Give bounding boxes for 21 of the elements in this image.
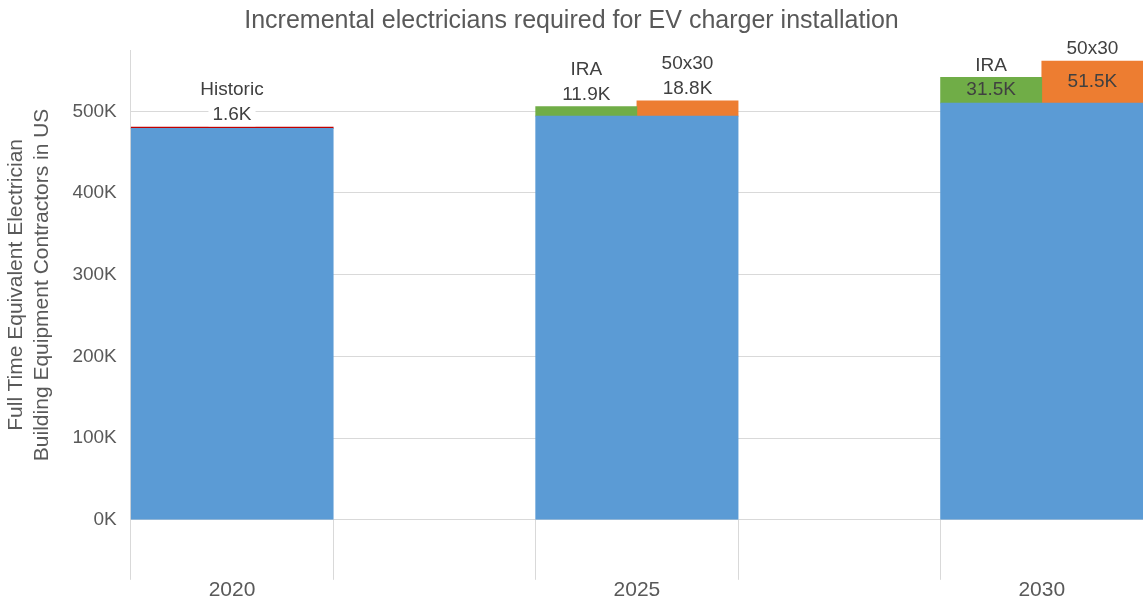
data-label: 11.9K	[562, 82, 611, 104]
series-label: IRA	[975, 53, 1008, 75]
series-label: Historic	[200, 78, 264, 100]
data-label: 31.5K	[966, 78, 1017, 100]
y-tick-label: 400K	[72, 181, 118, 203]
x-tick-label: 2025	[613, 577, 661, 601]
text: IRA	[570, 57, 603, 79]
data-label: 18.8K	[662, 77, 713, 99]
y-tick-label: 300K	[72, 262, 118, 284]
data-label: 51.5K	[1067, 70, 1118, 92]
text: 50x30	[661, 52, 714, 74]
y-axis-title: Full Time Equivalent Electrician Building Equipment Contractors in US	[3, 108, 52, 462]
y-tick-label: 500K	[72, 99, 118, 121]
y-tick-label: 100K	[72, 426, 118, 448]
x-tick-label: 2020	[208, 577, 256, 601]
x-tick-label: 2030	[1018, 577, 1066, 601]
y-tick-label: 200K	[72, 344, 118, 366]
chart-title: Incremental electricians required for EV charger installation	[244, 4, 899, 33]
series-label: 50x30	[1066, 37, 1119, 59]
data-label: 1.6K	[212, 103, 252, 125]
y-tick-label: 0K	[93, 508, 118, 530]
